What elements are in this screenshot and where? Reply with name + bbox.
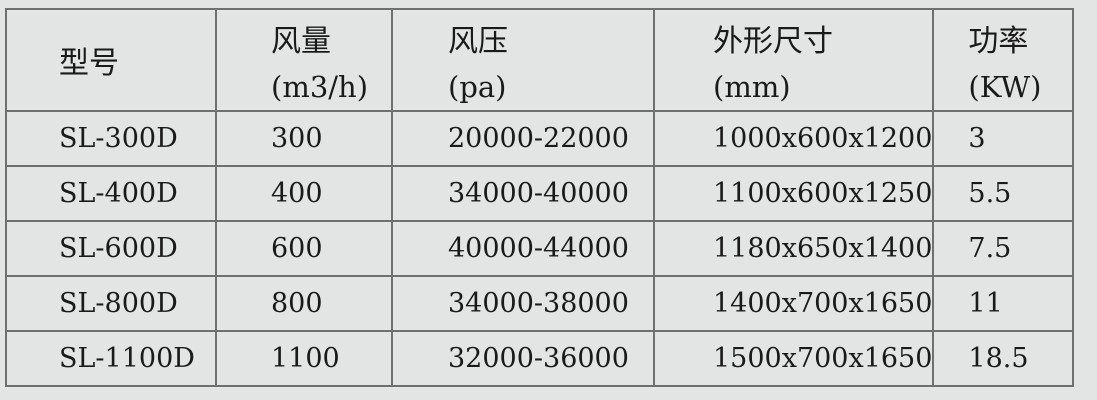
cell-airflow: 300	[215, 110, 393, 167]
header-unit: (m3/h)	[271, 70, 369, 104]
header-cell-power: 功率 (KW)	[932, 8, 1075, 112]
cell-model: SL-300D	[5, 110, 217, 167]
header-label: 型号	[59, 46, 119, 81]
header-label: 风压	[448, 24, 508, 59]
cell-dimensions: 1100x600x1250	[652, 165, 935, 222]
header-cell-pressure: 风压 (pa)	[391, 8, 655, 112]
header-cell-dimensions: 外形尺寸 (mm)	[652, 8, 935, 112]
table-row: SL-300D 300 20000-22000 1000x600x1200 3	[5, 110, 1075, 167]
header-label: 外形尺寸	[713, 24, 833, 59]
cell-pressure: 34000-38000	[391, 275, 655, 332]
cell-dimensions: 1500x700x1650	[652, 330, 935, 387]
cell-pressure: 32000-36000	[391, 330, 655, 387]
cell-dimensions: 1180x650x1400	[652, 220, 935, 277]
table-row: SL-1100D 1100 32000-36000 1500x700x1650 …	[5, 330, 1075, 387]
cell-airflow: 600	[215, 220, 393, 277]
cell-dimensions: 1400x700x1650	[652, 275, 935, 332]
cell-airflow: 1100	[215, 330, 393, 387]
cell-airflow: 400	[215, 165, 393, 222]
cell-dimensions: 1000x600x1200	[652, 110, 935, 167]
table-row: SL-400D 400 34000-40000 1100x600x1250 5.…	[5, 165, 1075, 222]
header-cell-model: 型号	[5, 8, 217, 112]
header-row: 型号 风量 (m3/h) 风压 (pa) 外形尺寸 (mm) 功率 (KW)	[5, 8, 1075, 112]
header-unit: (pa)	[448, 70, 507, 104]
cell-model: SL-1100D	[5, 330, 217, 387]
cell-model: SL-600D	[5, 220, 217, 277]
cell-power: 18.5	[932, 330, 1075, 387]
header-label: 风量	[271, 24, 331, 59]
cell-power: 5.5	[932, 165, 1075, 222]
cell-model: SL-800D	[5, 275, 217, 332]
cell-power: 7.5	[932, 220, 1075, 277]
cell-power: 3	[932, 110, 1075, 167]
cell-airflow: 800	[215, 275, 393, 332]
header-unit: (mm)	[713, 70, 791, 104]
table-row: SL-600D 600 40000-44000 1180x650x1400 7.…	[5, 220, 1075, 277]
cell-model: SL-400D	[5, 165, 217, 222]
header-unit: (KW)	[968, 70, 1042, 104]
cell-pressure: 20000-22000	[391, 110, 655, 167]
header-label: 功率	[968, 24, 1029, 59]
table-row: SL-800D 800 34000-38000 1400x700x1650 11	[5, 275, 1075, 332]
cell-pressure: 40000-44000	[391, 220, 655, 277]
cell-pressure: 34000-40000	[391, 165, 655, 222]
cell-power: 11	[932, 275, 1075, 332]
spec-table: 型号 风量 (m3/h) 风压 (pa) 外形尺寸 (mm) 功率 (KW) SL-30…	[5, 8, 1075, 387]
header-cell-airflow: 风量 (m3/h)	[215, 8, 393, 112]
